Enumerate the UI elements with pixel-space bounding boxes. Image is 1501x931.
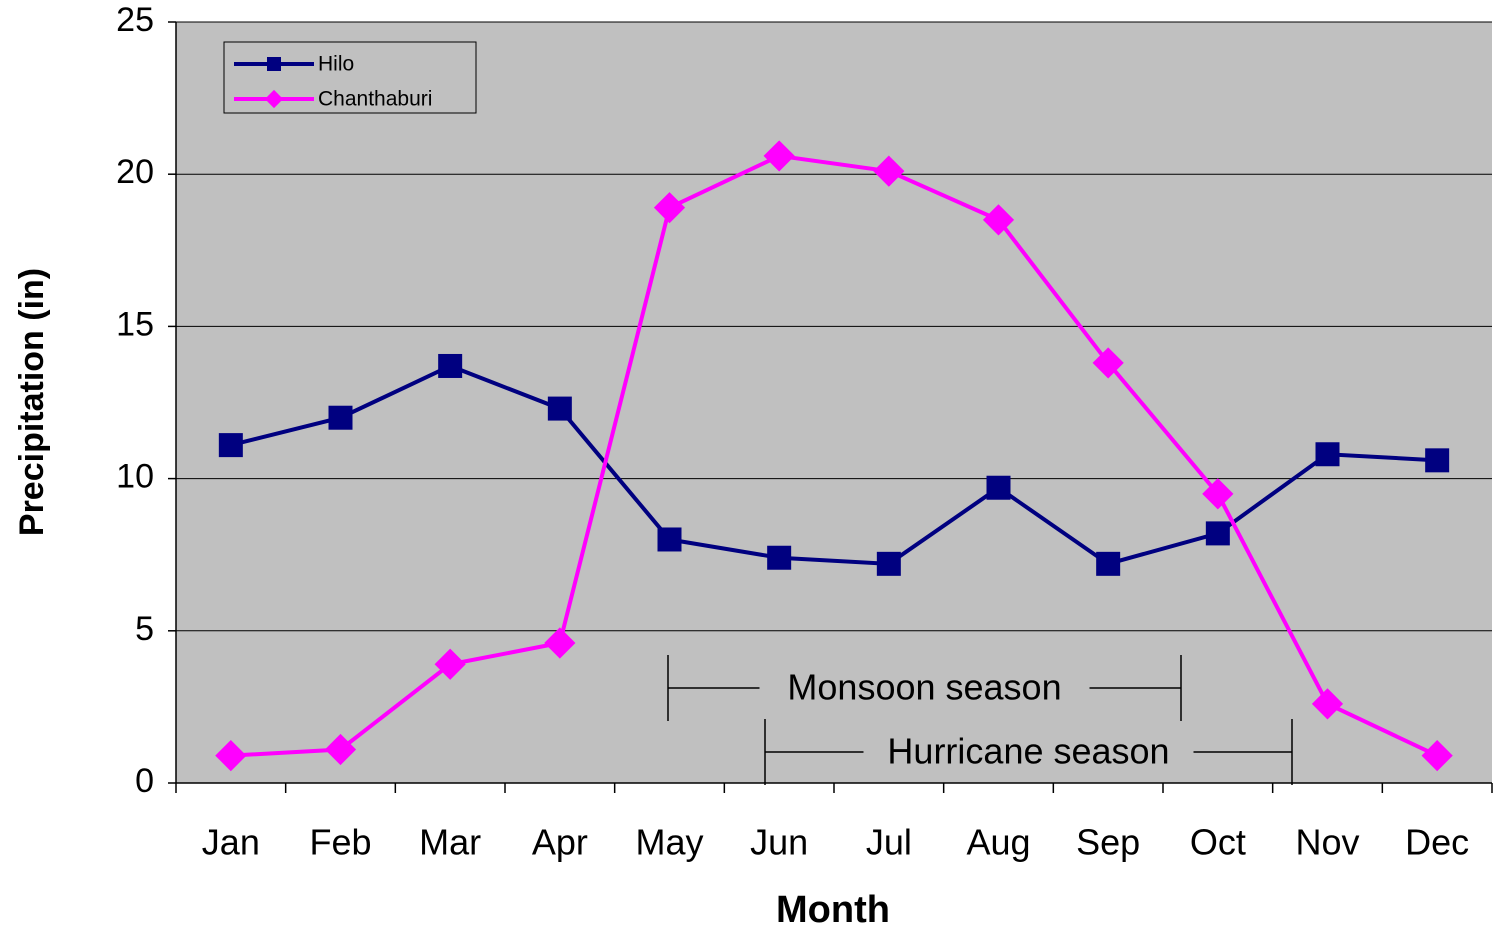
annotation-bg [759, 668, 1090, 708]
annotation-bracket: Monsoon season [667, 655, 1182, 721]
y-tick-label: 10 [116, 458, 154, 496]
x-tick-label: Nov [1295, 822, 1359, 863]
marker [1315, 442, 1340, 467]
marker [544, 627, 576, 659]
x-tick-label: Dec [1405, 822, 1469, 863]
marker [1092, 347, 1124, 379]
marker [1425, 448, 1450, 473]
marker [1202, 478, 1234, 510]
marker [653, 192, 686, 224]
annotation: Monsoon season [787, 667, 1061, 708]
marker [547, 396, 572, 421]
legend-box [223, 41, 477, 114]
marker [1421, 740, 1453, 772]
legend: Hilo Chanthaburi [223, 41, 477, 114]
legend-label: Hilo [318, 53, 354, 76]
x-tick-label: Jan [202, 822, 260, 863]
marker [215, 740, 247, 772]
x-tick-label: Jul [866, 822, 912, 863]
x-tick-label: Apr [532, 822, 588, 863]
legend-marker [267, 57, 281, 71]
legend-marker [264, 89, 284, 109]
marker [324, 733, 357, 766]
plot-area [176, 22, 1492, 783]
x-axis-label: Month [776, 889, 890, 931]
annotation: Hurricane season [887, 731, 1169, 772]
x-tick-label: Feb [309, 822, 371, 863]
x-tick-label: May [635, 822, 703, 863]
x-tick-label: Oct [1190, 822, 1246, 863]
x-tick-label: Sep [1076, 822, 1140, 863]
x-tick-label: Aug [966, 822, 1030, 863]
y-tick-label: 5 [135, 610, 154, 648]
series-line [230, 153, 1439, 758]
marker [873, 155, 905, 187]
marker [763, 140, 795, 172]
y-tick-label: 15 [116, 305, 154, 343]
y-tick-label: 0 [135, 762, 154, 800]
marker [1311, 688, 1344, 720]
y-tick-label: 25 [116, 1, 154, 39]
marker [434, 648, 466, 680]
marker [657, 527, 682, 552]
marker [876, 551, 901, 576]
y-axis-label: Precipitation (in) [13, 268, 51, 536]
marker [767, 545, 792, 570]
legend-label: Chanthaburi [318, 88, 432, 111]
annotation-bg [863, 732, 1194, 772]
marker [438, 353, 463, 378]
y-tick-label: 20 [116, 153, 154, 191]
marker [986, 475, 1011, 500]
x-tick-label: Jun [750, 822, 808, 863]
x-tick-label: Mar [419, 822, 481, 863]
marker [1096, 551, 1121, 576]
marker [982, 204, 1015, 236]
marker [328, 405, 353, 430]
marker [1205, 521, 1230, 546]
annotation-bracket: Hurricane season [764, 719, 1293, 785]
series-line [230, 363, 1438, 567]
marker [218, 433, 243, 458]
